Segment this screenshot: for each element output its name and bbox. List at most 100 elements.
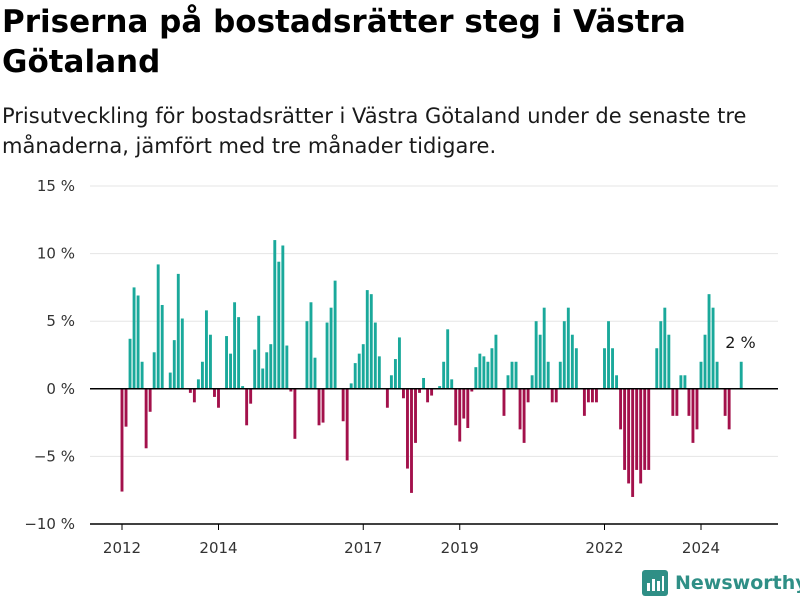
bar [450, 379, 454, 389]
x-tick-label: 2014 [199, 539, 237, 557]
bar [466, 388, 470, 429]
bar [635, 388, 639, 470]
bar [667, 334, 671, 389]
bar [454, 388, 458, 426]
bar [562, 321, 566, 389]
bar [418, 388, 421, 393]
x-tick-label: 2022 [585, 539, 623, 557]
bar [590, 388, 594, 403]
bar [627, 388, 631, 484]
bar [377, 356, 381, 389]
brand: Newsworthy [642, 568, 800, 598]
bar [510, 361, 514, 389]
bar [675, 388, 679, 416]
bar [313, 357, 317, 389]
bar [136, 295, 140, 389]
y-tick-label: 10 % [37, 245, 75, 263]
bar [586, 388, 590, 403]
bar [522, 388, 526, 443]
bar [574, 348, 578, 389]
bar [365, 290, 369, 389]
bar [385, 388, 389, 408]
bar [196, 379, 200, 389]
bar [595, 388, 598, 403]
gridlines [90, 185, 778, 525]
bar [253, 349, 257, 389]
bar [502, 388, 506, 416]
y-tick-label: −5 % [34, 447, 75, 465]
bar [156, 264, 160, 389]
bar [623, 388, 627, 470]
bar [683, 375, 687, 389]
bar [494, 334, 498, 389]
bar [490, 348, 494, 389]
bar [727, 388, 731, 430]
bar [611, 348, 614, 389]
bar [209, 334, 212, 389]
bar [546, 361, 550, 389]
bar [325, 322, 329, 389]
bar [305, 321, 309, 389]
bar [643, 388, 647, 470]
bar [558, 361, 562, 389]
x-tick-label: 2017 [344, 539, 382, 557]
x-tick-label: 2024 [682, 539, 720, 557]
bar [486, 361, 490, 389]
bar [257, 315, 261, 389]
bar [566, 307, 570, 389]
bar [615, 375, 619, 389]
x-tick-label: 2012 [103, 539, 141, 557]
bar [406, 388, 409, 469]
bar [707, 294, 711, 389]
chart-title: Priserna på bostadsrätter steg i Västra … [2, 4, 686, 80]
bar [269, 344, 273, 389]
bar [542, 307, 546, 389]
bar [699, 361, 703, 389]
bar [369, 294, 373, 389]
bar [128, 338, 132, 389]
y-tick-label: 5 % [46, 312, 75, 330]
bar [438, 386, 442, 389]
bar [739, 361, 743, 389]
axes [90, 388, 778, 525]
bar [361, 344, 365, 389]
bar [261, 368, 265, 389]
bar [132, 287, 136, 389]
bar [353, 363, 357, 389]
bar [462, 388, 466, 419]
bar [120, 388, 124, 492]
bar [426, 388, 430, 403]
bar [458, 388, 462, 442]
bar [430, 388, 434, 396]
bar [570, 334, 574, 389]
bar [679, 375, 683, 389]
bar [241, 386, 245, 389]
bar-chart-logo-icon [642, 570, 668, 596]
bar [639, 388, 643, 484]
bar [225, 336, 228, 389]
bar [607, 321, 610, 389]
bar [293, 388, 297, 439]
bars [120, 240, 743, 497]
bar [200, 361, 204, 389]
bar [663, 307, 667, 389]
bar [550, 388, 554, 403]
bar [176, 273, 180, 389]
bar [277, 261, 281, 389]
bar [317, 388, 321, 426]
bar [530, 375, 534, 389]
bar [172, 340, 176, 389]
bar [213, 388, 216, 397]
bar [526, 388, 530, 403]
bar [329, 307, 333, 389]
bar [518, 388, 522, 430]
bar [144, 388, 148, 449]
bar [393, 359, 397, 389]
bar [341, 388, 345, 422]
bar [478, 353, 482, 389]
last-value-annotation: 2 % [725, 333, 755, 352]
bar [655, 348, 659, 389]
bar [687, 388, 691, 416]
bar [647, 388, 651, 470]
bar [357, 353, 361, 389]
